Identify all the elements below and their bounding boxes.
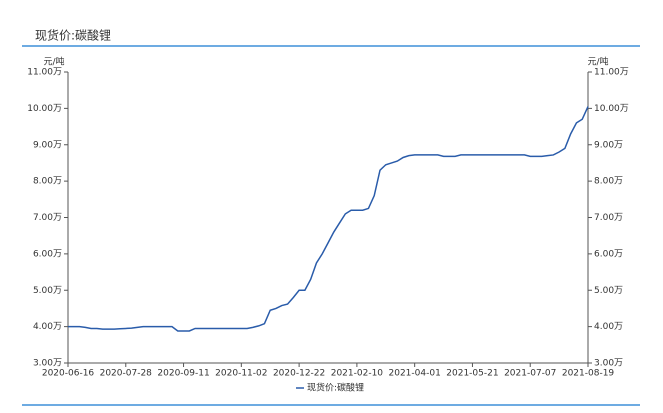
y-axis-label: 元/吨 (43, 56, 64, 68)
x-tick-label: 2021-02-10 (331, 369, 384, 379)
y2-tick-label: 3.00万 (594, 359, 623, 369)
y2-axis-label: 元/吨 (587, 56, 608, 68)
x-tick-label: 2020-07-28 (100, 369, 153, 379)
y2-tick-label: 8.00万 (594, 177, 623, 187)
x-tick-label: 2020-09-11 (157, 369, 209, 379)
x-tick-label: 2020-11-02 (215, 369, 267, 379)
y-tick-label: 3.00万 (33, 359, 62, 369)
y2-tick-label: 10.00万 (594, 104, 629, 114)
x-tick-label: 2021-08-19 (562, 369, 615, 379)
x-tick-label: 2020-12-22 (273, 369, 325, 379)
y-tick-label: 7.00万 (33, 213, 62, 223)
chart-title: 现货价:碳酸锂 (35, 28, 111, 43)
y-tick-label: 6.00万 (33, 249, 62, 259)
y-tick-label: 5.00万 (33, 286, 62, 296)
y2-tick-label: 11.00万 (594, 68, 629, 78)
y2-tick-label: 7.00万 (594, 213, 623, 223)
y2-tick-label: 6.00万 (594, 249, 623, 259)
x-tick-label: 2020-06-16 (42, 369, 95, 379)
y-tick-label: 8.00万 (33, 177, 62, 187)
x-tick-label: 2021-05-21 (446, 369, 498, 379)
y-tick-label: 10.00万 (27, 104, 62, 114)
x-tick-label: 2021-04-01 (389, 369, 441, 379)
y2-tick-label: 5.00万 (594, 286, 623, 296)
y2-tick-label: 4.00万 (594, 322, 623, 332)
x-tick-label: 2021-07-07 (504, 369, 556, 379)
series-line (68, 106, 589, 332)
y-tick-label: 4.00万 (33, 322, 62, 332)
y-tick-label: 11.00万 (27, 68, 62, 78)
y2-tick-label: 9.00万 (594, 140, 623, 150)
legend-label: 现货价:碳酸锂 (307, 382, 364, 394)
y-tick-label: 9.00万 (33, 140, 62, 150)
